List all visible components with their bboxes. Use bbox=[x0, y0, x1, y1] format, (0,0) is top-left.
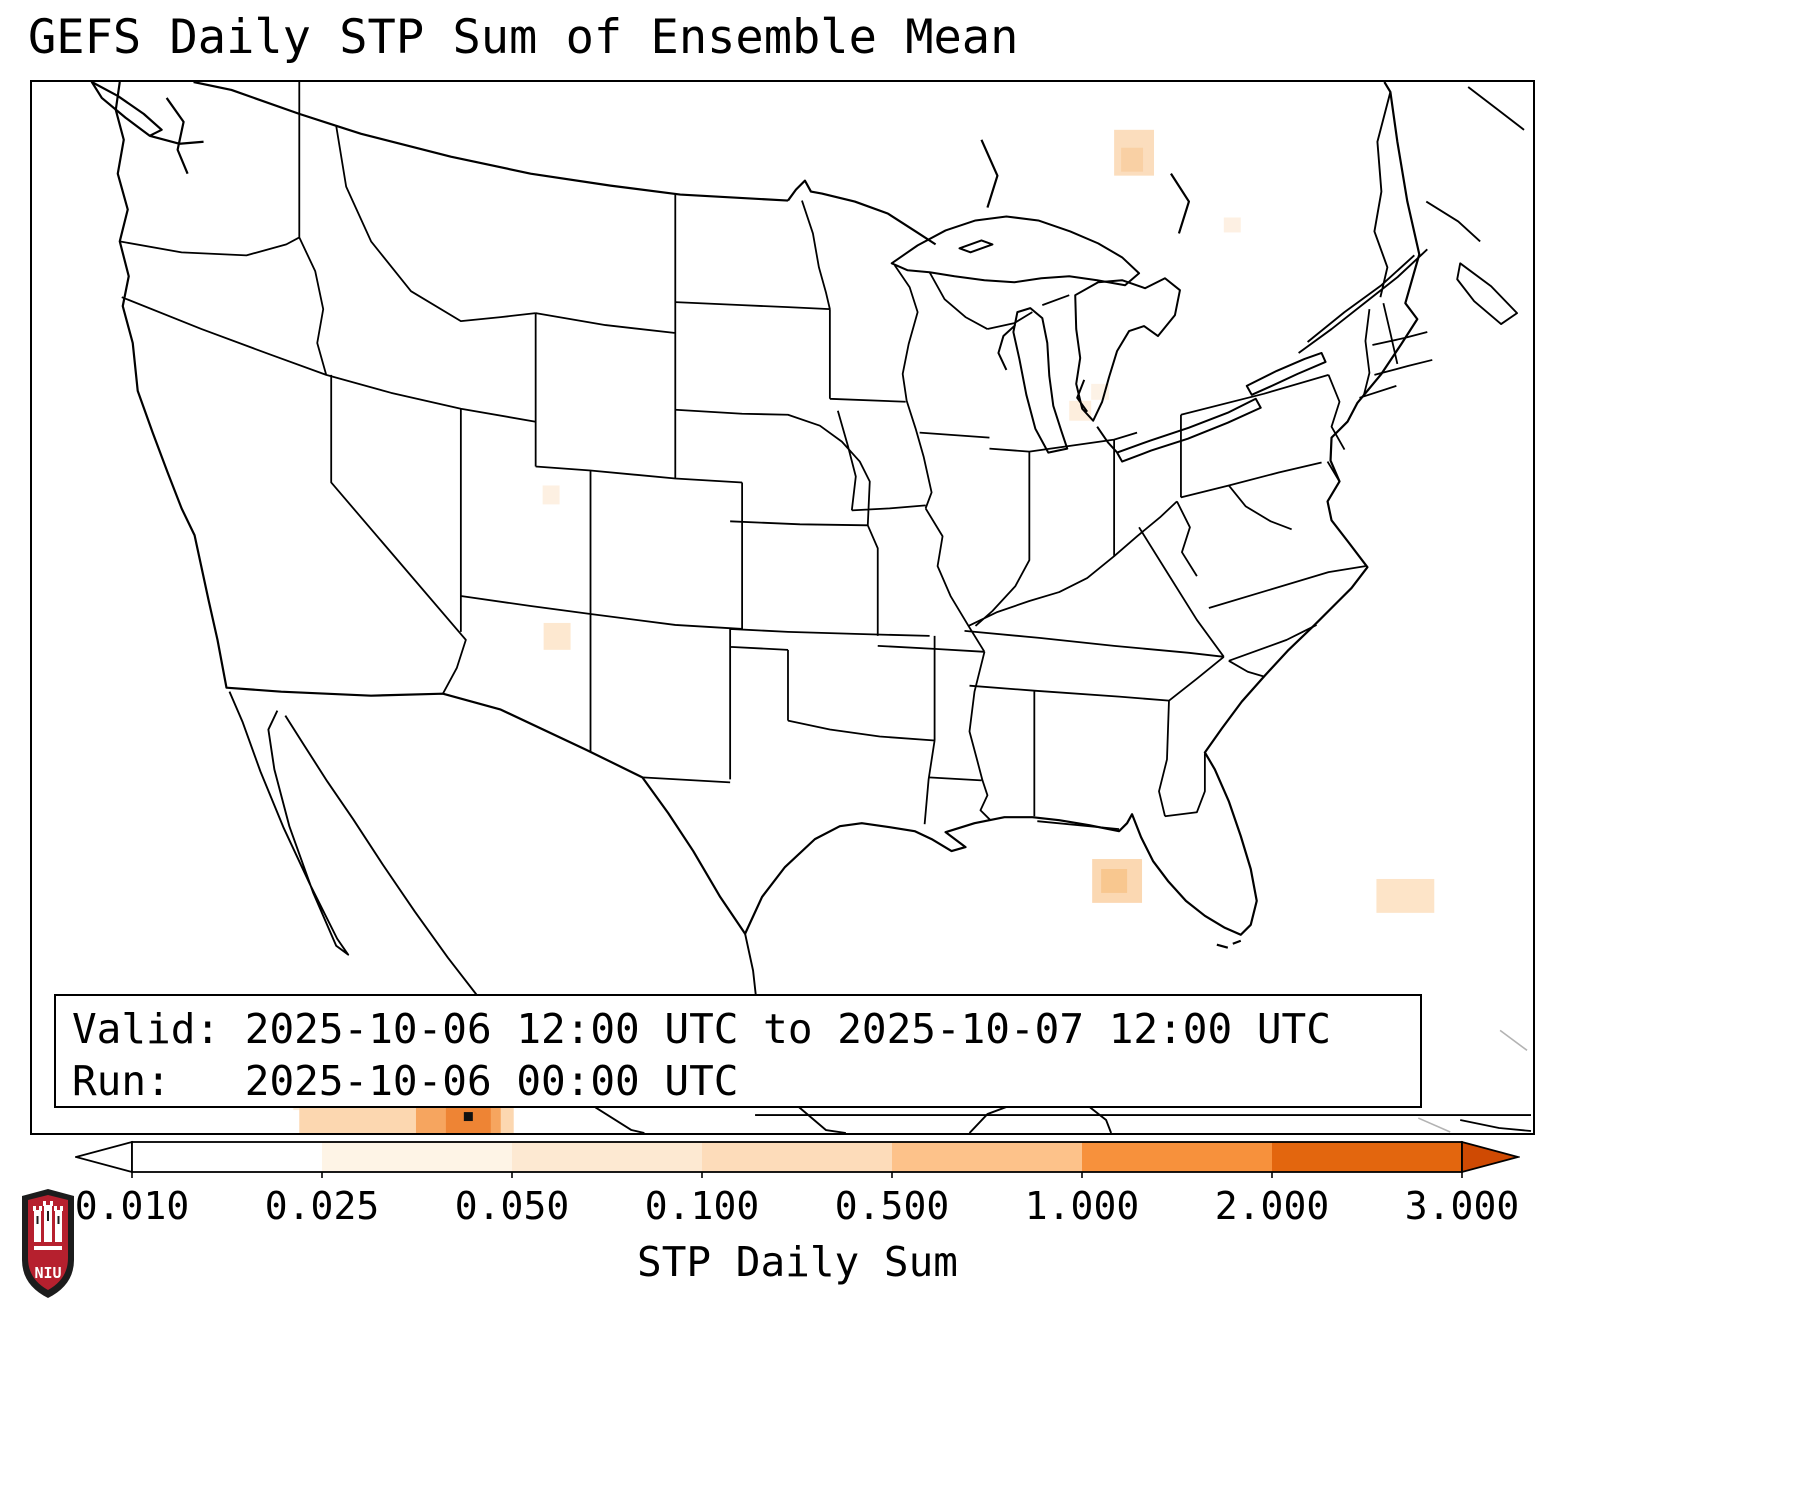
stp-hotspot-mexico-max-dot bbox=[463, 1112, 473, 1122]
stp-hotspot-utah bbox=[542, 485, 560, 505]
niu-castle-windows bbox=[36, 1211, 60, 1224]
lake-ontario bbox=[1245, 351, 1327, 396]
state-borders-layer bbox=[119, 82, 1433, 831]
lake-huron bbox=[1074, 277, 1181, 422]
colorbar-body bbox=[75, 1140, 1520, 1178]
run-time-text: Run: 2025-10-06 00:00 UTC bbox=[72, 1056, 739, 1105]
colorbar bbox=[75, 1140, 1520, 1178]
domain-edge-line bbox=[755, 1114, 1532, 1132]
us-coastline bbox=[114, 82, 1421, 936]
figure-title: GEFS Daily STP Sum of Ensemble Mean bbox=[28, 10, 1019, 65]
colorbar-segment-4 bbox=[892, 1142, 1082, 1172]
colorbar-segment-2 bbox=[512, 1142, 702, 1172]
stp-hotspot-layer bbox=[293, 129, 1435, 1133]
valid-time-text: Valid: 2025-10-06 12:00 UTC to 2025-10-0… bbox=[72, 1005, 1331, 1053]
canada-border-west bbox=[193, 82, 789, 202]
canada-border-minnesota bbox=[787, 139, 1191, 246]
coastline-layer bbox=[90, 82, 1532, 1133]
colorbar-tick-label: 0.050 bbox=[454, 1184, 570, 1228]
stp-hotspot-gulf-alabama-core bbox=[1101, 869, 1128, 893]
colorbar-segment-5 bbox=[1082, 1142, 1272, 1172]
stp-hotspot-michigan-1 bbox=[1069, 400, 1092, 421]
colorbar-segment-3 bbox=[702, 1142, 892, 1172]
colorbar-tick-label: 0.500 bbox=[834, 1184, 950, 1228]
lake-michigan bbox=[997, 307, 1069, 454]
valid-run-info-box: Valid: 2025-10-06 12:00 UTC to 2025-10-0… bbox=[54, 994, 1422, 1108]
state-borders-west bbox=[119, 82, 936, 825]
state-borders-plains bbox=[675, 200, 1070, 821]
colorbar-tick-label: 0.100 bbox=[644, 1184, 760, 1228]
colorbar-tick-label: 3.000 bbox=[1404, 1184, 1520, 1228]
colorbar-axis-label: STP Daily Sum bbox=[637, 1238, 958, 1286]
colorbar-tick-labels: 0.010 0.025 0.050 0.100 0.500 1.000 2.000 3.000 bbox=[75, 1184, 1520, 1230]
map-canvas: Valid: 2025-10-06 12:00 UTC to 2025-10-0… bbox=[30, 80, 1535, 1135]
colorbar-tick-label: 0.010 bbox=[74, 1184, 190, 1228]
lake-superior bbox=[890, 215, 1141, 287]
stp-hotspot-atlantic-bahamas bbox=[1376, 878, 1435, 913]
mexico-west-coastline bbox=[228, 691, 645, 1133]
stp-hotspot-utah-arizona bbox=[543, 622, 571, 650]
stp-hotspot-ontario-faint bbox=[1223, 217, 1241, 233]
state-borders-east bbox=[964, 302, 1433, 831]
colorbar-tick-label: 2.000 bbox=[1214, 1184, 1330, 1228]
colorbar-tick-label: 1.000 bbox=[1024, 1184, 1140, 1228]
niu-castle-icon bbox=[33, 1201, 63, 1250]
colorbar-segment-0 bbox=[132, 1142, 322, 1172]
stp-hotspot-minnesota-core bbox=[1121, 147, 1144, 172]
st-lawrence-coastlines bbox=[1298, 86, 1525, 354]
lake-erie bbox=[1096, 397, 1262, 463]
colorbar-tick-label: 0.025 bbox=[264, 1184, 380, 1228]
great-lakes-layer bbox=[890, 215, 1327, 463]
niu-logo: NIU bbox=[22, 1189, 74, 1298]
colorbar-segment-1 bbox=[322, 1142, 512, 1172]
colorbar-segment-6 bbox=[1272, 1142, 1462, 1172]
niu-logo-text: NIU bbox=[34, 1264, 61, 1282]
us-states-map bbox=[90, 82, 1532, 1133]
